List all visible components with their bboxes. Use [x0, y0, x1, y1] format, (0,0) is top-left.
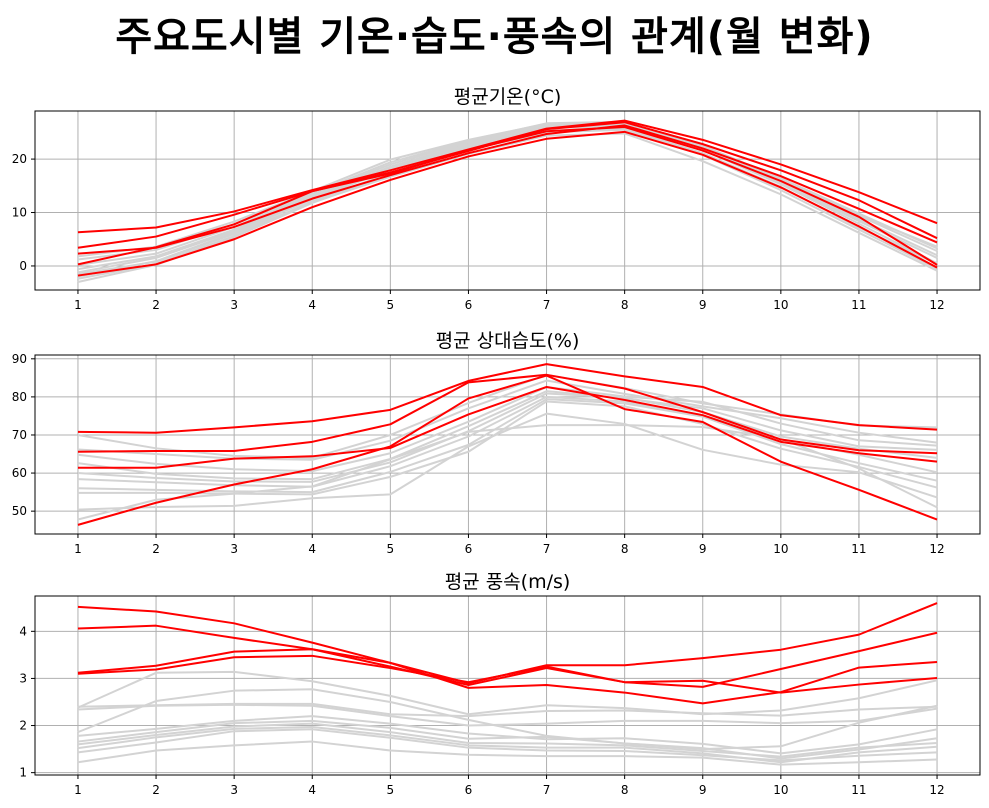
x-tick-label: 5 [387, 783, 395, 797]
panel-title: 평균기온(°C) [454, 86, 562, 108]
x-tick-label: 2 [152, 783, 160, 797]
x-tick-label: 6 [465, 542, 473, 556]
x-tick-label: 8 [621, 542, 629, 556]
x-tick-label: 7 [543, 542, 551, 556]
x-tick-label: 5 [387, 298, 395, 312]
x-tick-label: 5 [387, 542, 395, 556]
x-tick-label: 1 [74, 542, 82, 556]
x-tick-label: 1 [74, 783, 82, 797]
series-line-other [78, 689, 937, 749]
x-tick-label: 10 [773, 298, 788, 312]
x-tick-label: 6 [465, 783, 473, 797]
x-tick-label: 11 [851, 783, 866, 797]
y-tick-label: 70 [12, 428, 27, 442]
y-tick-label: 50 [12, 504, 27, 518]
y-tick-label: 80 [12, 390, 27, 404]
x-tick-label: 10 [773, 542, 788, 556]
x-tick-label: 9 [699, 783, 707, 797]
panel-title: 평균 풍속(m/s) [445, 571, 571, 593]
series-line-other [78, 727, 937, 762]
y-tick-label: 0 [19, 259, 27, 273]
x-tick-label: 4 [308, 783, 316, 797]
y-tick-label: 20 [12, 152, 27, 166]
x-tick-label: 12 [929, 298, 944, 312]
x-tick-label: 3 [230, 298, 238, 312]
series-line-highlight [78, 603, 937, 683]
series-line-other [78, 130, 937, 282]
x-tick-label: 11 [851, 542, 866, 556]
x-tick-label: 12 [929, 542, 944, 556]
x-tick-label: 2 [152, 542, 160, 556]
x-tick-label: 9 [699, 542, 707, 556]
y-tick-label: 3 [19, 671, 27, 685]
x-tick-label: 7 [543, 783, 551, 797]
y-tick-label: 2 [19, 719, 27, 733]
x-tick-label: 10 [773, 783, 788, 797]
x-tick-label: 12 [929, 783, 944, 797]
x-tick-label: 3 [230, 542, 238, 556]
x-tick-label: 8 [621, 783, 629, 797]
y-tick-label: 1 [19, 766, 27, 780]
y-tick-label: 4 [19, 624, 27, 638]
x-tick-label: 2 [152, 298, 160, 312]
series-line-other [78, 381, 937, 460]
series-line-other [78, 705, 937, 726]
x-tick-label: 9 [699, 298, 707, 312]
x-tick-label: 7 [543, 298, 551, 312]
x-tick-label: 6 [465, 298, 473, 312]
y-tick-label: 60 [12, 466, 27, 480]
x-tick-label: 4 [308, 542, 316, 556]
x-tick-label: 1 [74, 298, 82, 312]
x-tick-label: 8 [621, 298, 629, 312]
x-tick-label: 11 [851, 298, 866, 312]
panel-title: 평균 상대습도(%) [436, 330, 580, 352]
series-line-other [78, 393, 937, 481]
x-tick-label: 4 [308, 298, 316, 312]
y-tick-label: 90 [12, 352, 27, 366]
x-tick-label: 3 [230, 783, 238, 797]
y-tick-label: 10 [12, 206, 27, 220]
